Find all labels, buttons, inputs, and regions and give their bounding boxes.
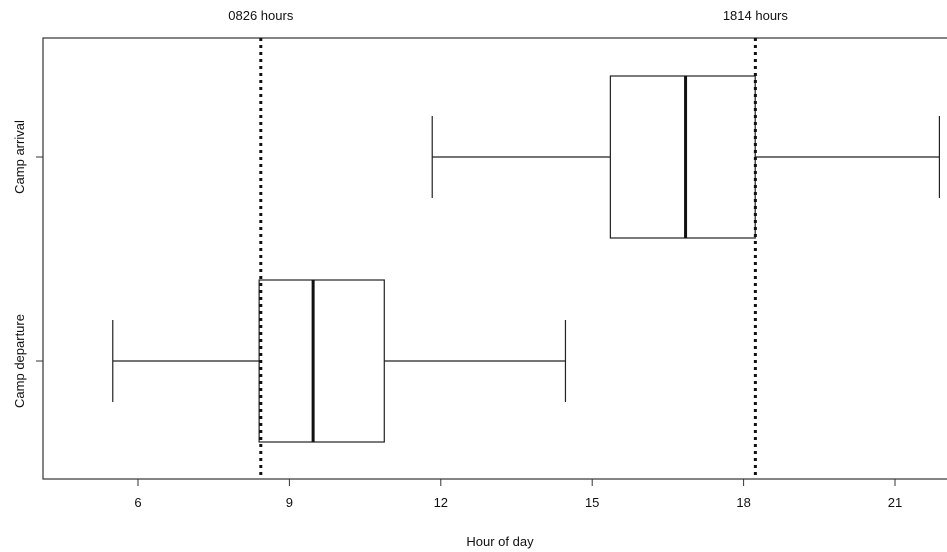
x-axis-title: Hour of day [466,534,534,549]
x-tick-label: 9 [286,495,293,510]
box-camp-arrival [431,75,941,239]
y-category-label: Camp arrival [12,120,27,194]
y-category-label: Camp departure [12,314,27,408]
plot-frame [42,37,947,480]
box-camp-departure [112,279,567,443]
x-tick-label: 18 [736,495,750,510]
iqr-box [609,75,756,239]
iqr-box [258,279,385,443]
x-tick-label: 21 [888,495,902,510]
x-tick-label: 12 [434,495,448,510]
reference-line-label: 0826 hours [228,8,294,23]
y-axis: Camp departure Camp arrival [12,120,43,408]
reference-line-label: 1814 hours [723,8,789,23]
chart-marks: 0826 hours 1814 hours [112,8,941,479]
x-tick-label: 6 [134,495,141,510]
x-tick-label: 15 [585,495,599,510]
x-axis: 6 9 12 15 18 21 [134,478,902,510]
